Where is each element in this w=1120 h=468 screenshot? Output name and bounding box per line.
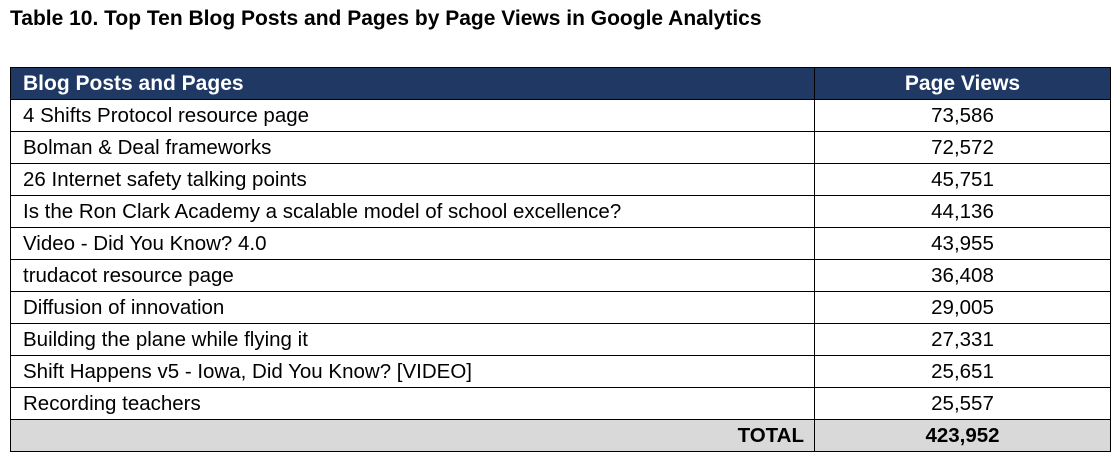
column-header-page-views: Page Views <box>814 67 1111 100</box>
post-name-cell: trudacot resource page <box>10 259 815 292</box>
table-header-row: Blog Posts and Pages Page Views <box>10 67 1111 100</box>
post-name-cell: Recording teachers <box>10 387 815 420</box>
page-views-cell: 44,136 <box>814 195 1111 228</box>
page-views-cell: 25,651 <box>814 355 1111 388</box>
table-caption: Table 10. Top Ten Blog Posts and Pages b… <box>10 7 762 30</box>
page-views-cell: 73,586 <box>814 99 1111 132</box>
page-views-cell: 27,331 <box>814 323 1111 356</box>
page-views-table: Blog Posts and Pages Page Views 4 Shifts… <box>10 67 1111 452</box>
table-row: 4 Shifts Protocol resource page 73,586 <box>10 99 1111 132</box>
table-row: Video - Did You Know? 4.0 43,955 <box>10 227 1111 260</box>
table-row: Shift Happens v5 - Iowa, Did You Know? [… <box>10 355 1111 388</box>
page-views-cell: 72,572 <box>814 131 1111 164</box>
total-page-views: 423,952 <box>814 419 1111 452</box>
post-name-cell: 26 Internet safety talking points <box>10 163 815 196</box>
table-row: Is the Ron Clark Academy a scalable mode… <box>10 195 1111 228</box>
post-name-cell: Video - Did You Know? 4.0 <box>10 227 815 260</box>
table-row: Building the plane while flying it 27,33… <box>10 323 1111 356</box>
post-name-cell: Shift Happens v5 - Iowa, Did You Know? [… <box>10 355 815 388</box>
page-views-cell: 45,751 <box>814 163 1111 196</box>
table-row: Recording teachers 25,557 <box>10 387 1111 420</box>
page-views-cell: 36,408 <box>814 259 1111 292</box>
post-name-cell: Bolman & Deal frameworks <box>10 131 815 164</box>
post-name-cell: Building the plane while flying it <box>10 323 815 356</box>
table-row: Diffusion of innovation 29,005 <box>10 291 1111 324</box>
table-row: 26 Internet safety talking points 45,751 <box>10 163 1111 196</box>
column-header-blog-posts: Blog Posts and Pages <box>10 67 815 100</box>
post-name-cell: 4 Shifts Protocol resource page <box>10 99 815 132</box>
page-views-cell: 29,005 <box>814 291 1111 324</box>
table-row: Bolman & Deal frameworks 72,572 <box>10 131 1111 164</box>
table-row: trudacot resource page 36,408 <box>10 259 1111 292</box>
total-row: TOTAL 423,952 <box>10 419 1111 452</box>
post-name-cell: Is the Ron Clark Academy a scalable mode… <box>10 195 815 228</box>
page-views-cell: 25,557 <box>814 387 1111 420</box>
page-views-cell: 43,955 <box>814 227 1111 260</box>
total-label: TOTAL <box>10 419 815 452</box>
post-name-cell: Diffusion of innovation <box>10 291 815 324</box>
